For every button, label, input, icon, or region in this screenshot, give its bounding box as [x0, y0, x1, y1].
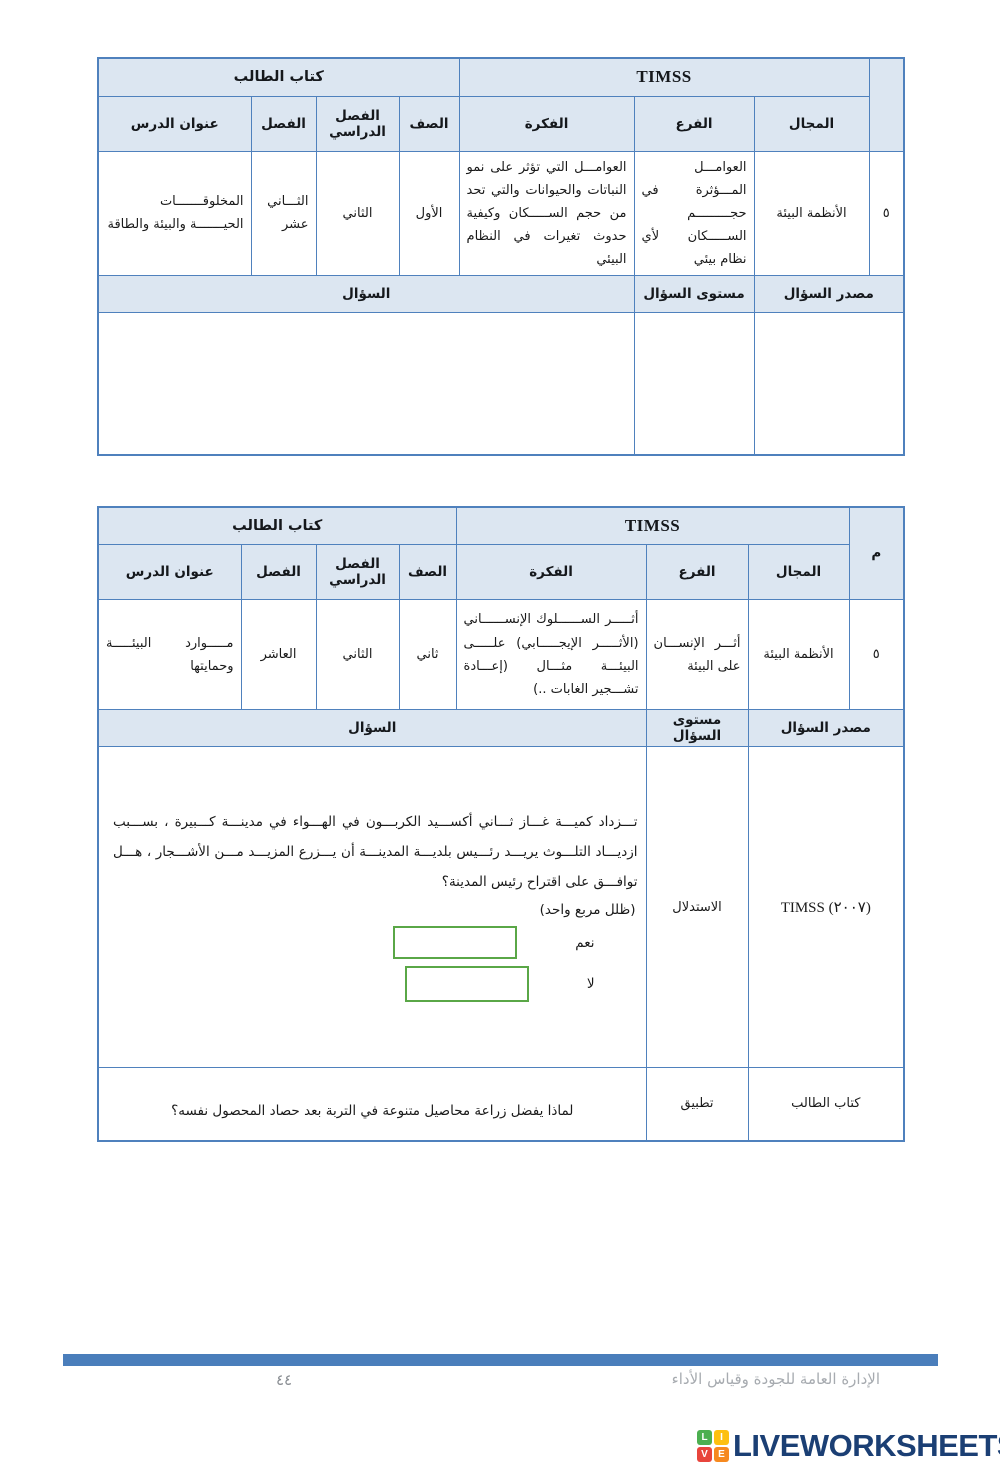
table-row: ٥ الأنظمة البيئة العوامـــل المـــؤثرة ف…	[97, 150, 905, 277]
question-cell: تـــزداد كميـــة غـــاز ثـــاني أكســـيد…	[97, 746, 647, 1069]
column-header-idea: الفكرة	[458, 95, 635, 152]
branch-cell: العوامـــل المـــؤثرة في حجـــــــــم ال…	[633, 150, 755, 277]
question-source-cell: TIMSS (٢٠٠٧)	[747, 746, 905, 1069]
chapter-cell: الثـــاني عشر	[250, 150, 317, 277]
column-header-domain: المجال	[747, 544, 850, 601]
question-level-cell: تطبيق	[645, 1067, 749, 1142]
liveworksheets-wordmark: LIVEWORKSHEETS	[733, 1428, 1000, 1463]
yes-option-row: نعم	[109, 926, 595, 960]
idea-cell: العوامـــل التي تؤثر على نمو النباتات وا…	[458, 150, 635, 277]
domain-cell: الأنظمة البيئة	[753, 150, 870, 277]
column-header-grade: الصف	[398, 544, 457, 601]
logo-tile-e: E	[714, 1447, 729, 1462]
table-row: كتاب الطالب تطبيق لماذا يفضل زراعة محاصي…	[97, 1067, 905, 1142]
column-header-semester: الفصل الدراسي	[315, 544, 400, 601]
column-header-idea: الفكرة	[455, 544, 647, 601]
column-header-branch: الفرع	[645, 544, 749, 601]
shade-one-box-note: (ظلل مربع واحد)	[539, 902, 636, 919]
question-source-header: مصدر السؤال	[753, 275, 905, 314]
page-number: ٤٤	[276, 1371, 293, 1389]
student-book-group-header: كتاب الطالب	[97, 506, 457, 546]
department-footer-text: الإدارة العامة للجودة وقياس الأداء	[671, 1370, 880, 1388]
column-header-semester: الفصل الدراسي	[315, 95, 400, 152]
row-number-cell: ٥	[848, 599, 905, 711]
table-row: ٥ الأنظمة البيئة أثـــر الإنســـان على ا…	[97, 599, 905, 711]
timss-group-header: TIMSS	[455, 506, 850, 546]
idea-cell: أثـــــر الســــــلوك الإنســــــاني (ال…	[455, 599, 647, 711]
yes-checkbox[interactable]	[393, 926, 518, 960]
column-header-lesson-title: عنوان الدرس	[97, 95, 252, 152]
question-level-cell	[633, 312, 755, 456]
question-header: السؤال	[97, 709, 647, 748]
question-cell	[97, 312, 635, 456]
semester-cell: الثاني	[315, 150, 400, 277]
grade-cell: ثاني	[398, 599, 457, 711]
no-checkbox[interactable]	[404, 966, 529, 1003]
num-column-header: م	[848, 506, 905, 601]
liveworksheets-tiles-icon: L I V E	[697, 1430, 729, 1462]
logo-tile-v: V	[697, 1447, 712, 1462]
timss-group-header: TIMSS	[458, 57, 870, 97]
logo-tile-i: I	[714, 1430, 729, 1445]
question-text: تـــزداد كميـــة غـــاز ثـــاني أكســـيد…	[113, 814, 638, 891]
timss-mapping-table-1: TIMSS كتاب الطالب المجال الفرع الفكرة ال…	[97, 57, 906, 456]
question-cell: لماذا يفضل زراعة محاصيل متنوعة في التربة…	[97, 1067, 647, 1142]
worksheet-page: TIMSS كتاب الطالب المجال الفرع الفكرة ال…	[0, 57, 1000, 1470]
column-header-domain: المجال	[753, 95, 870, 152]
no-option-label: لا	[586, 976, 595, 993]
question-source-cell	[753, 312, 905, 456]
column-header-chapter: الفصل	[240, 544, 317, 601]
timss-mapping-table-2: م TIMSS كتاب الطالب المجال الفرع الفكرة …	[97, 505, 906, 1142]
question-source-header: مصدر السؤال	[747, 709, 905, 748]
logo-tile-l: L	[697, 1430, 712, 1445]
no-option-row: لا	[109, 966, 595, 1003]
column-header-chapter: الفصل	[250, 95, 317, 152]
question-source-cell: كتاب الطالب	[747, 1067, 905, 1142]
question-level-header: مستوى السؤال	[645, 709, 749, 748]
footer-divider-bar	[63, 1354, 938, 1366]
table-row: TIMSS (٢٠٠٧) الاستدلال تـــزداد كميـــة …	[97, 746, 905, 1069]
chapter-cell: العاشر	[240, 599, 317, 711]
semester-cell: الثاني	[315, 599, 400, 711]
question-header: السؤال	[97, 275, 635, 314]
num-column-header	[868, 57, 905, 152]
table-row	[97, 312, 905, 456]
timss-source-label: TIMSS (٢٠٠٧)	[780, 899, 871, 916]
question-level-header: مستوى السؤال	[633, 275, 755, 314]
column-header-grade: الصف	[398, 95, 460, 152]
student-book-group-header: كتاب الطالب	[97, 57, 460, 97]
column-header-lesson-title: عنوان الدرس	[97, 544, 242, 601]
column-header-branch: الفرع	[633, 95, 755, 152]
domain-cell: الأنظمة البيئة	[747, 599, 850, 711]
lesson-title-cell: المخلوقـــــــات الحيـــــــة والبيئة وا…	[97, 150, 252, 277]
branch-cell: أثـــر الإنســـان على البيئة	[645, 599, 749, 711]
question-level-cell: الاستدلال	[645, 746, 749, 1069]
grade-cell: الأول	[398, 150, 460, 277]
row-number-cell: ٥	[868, 150, 905, 277]
lesson-title-cell: مـــــوارد البيئـــــة وحمايتها	[97, 599, 242, 711]
liveworksheets-logo[interactable]: L I V E LIVEWORKSHEETS	[697, 1428, 1000, 1464]
yes-option-label: نعم	[575, 934, 595, 951]
